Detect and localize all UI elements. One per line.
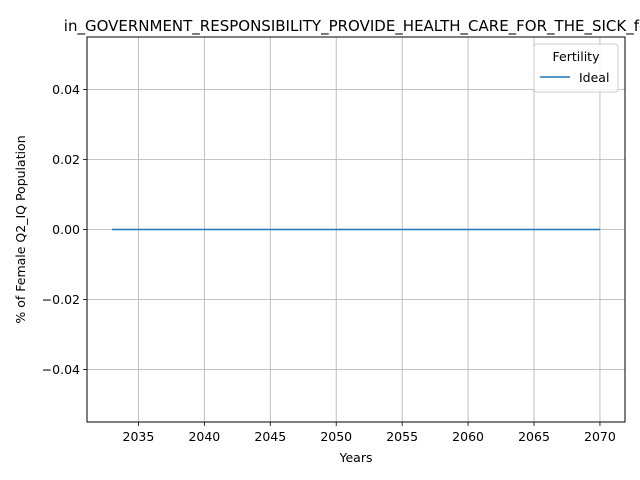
x-tick-label: 2065 [518,429,550,444]
y-tick-label: 0.02 [52,152,80,167]
y-tick-label: −0.04 [42,362,80,377]
x-tick-label: 2070 [584,429,616,444]
chart-title: in_GOVERNMENT_RESPONSIBILITY_PROVIDE_HEA… [64,17,640,36]
y-axis-label: % of Female Q2_IQ Population [13,135,28,323]
x-tick-label: 2050 [320,429,352,444]
y-axis: −0.04 −0.02 0.00 0.02 0.04 [42,82,87,377]
x-axis-label: Years [339,450,373,465]
x-axis: 2035 2040 2045 2050 2055 2060 2065 2070 [123,422,616,444]
y-tick-label: 0.00 [52,222,80,237]
y-tick-label: −0.02 [42,292,80,307]
legend: Fertility Ideal [533,43,619,93]
legend-label-ideal: Ideal [579,70,609,85]
legend-title: Fertility [553,49,601,64]
x-tick-label: 2045 [254,429,286,444]
y-tick-label: 0.04 [52,82,80,97]
x-tick-label: 2055 [386,429,418,444]
x-tick-label: 2040 [188,429,220,444]
x-tick-label: 2060 [452,429,484,444]
x-tick-label: 2035 [123,429,155,444]
legend-box [533,43,619,93]
